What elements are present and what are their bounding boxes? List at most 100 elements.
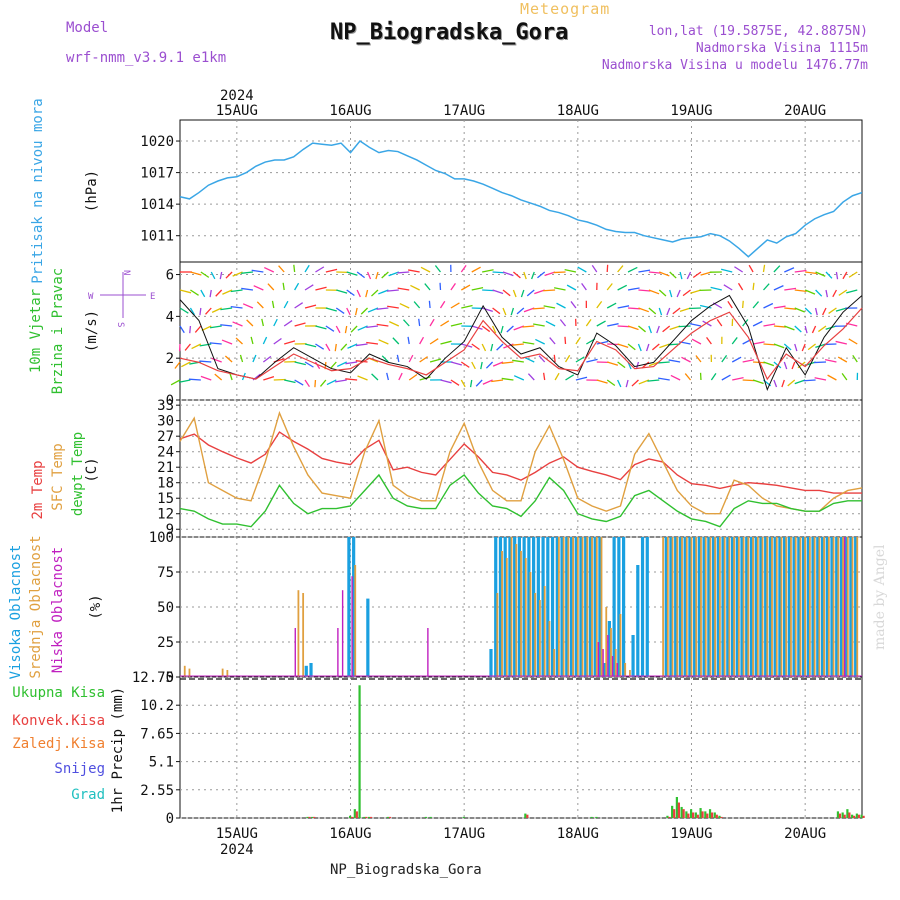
cloud-bar <box>799 537 802 677</box>
wind-arrow <box>811 325 817 334</box>
cloud-axis-title-mid: Srednja Oblacnost <box>28 535 44 678</box>
wind-arrow <box>549 337 556 345</box>
compass-n: N <box>121 270 131 275</box>
cloud-bar <box>347 537 351 677</box>
cloud-unit-label: (%) <box>88 594 104 619</box>
wind-arrow <box>752 379 764 385</box>
precip-bar <box>704 811 707 818</box>
cloud-bar <box>226 670 229 677</box>
wind-arrow <box>480 361 483 370</box>
wind-arrow <box>637 343 642 352</box>
wind-arrow <box>784 287 797 291</box>
wind-arrow <box>763 302 774 309</box>
cloud-bar <box>591 537 593 677</box>
year-label-top: 2024 <box>220 88 254 104</box>
wind-arrow <box>376 307 389 310</box>
precip-bar <box>673 809 676 818</box>
cloud-bar <box>351 576 353 677</box>
cloud-bar <box>742 537 745 677</box>
cloud-bar <box>603 663 607 677</box>
cloud-bar <box>811 537 815 677</box>
cloud-bar <box>602 649 604 677</box>
precip-bar <box>710 812 714 818</box>
wind-arrow <box>485 361 494 369</box>
cloud-bar <box>839 537 844 677</box>
x-tick-label-bottom: 17AUG <box>443 826 485 842</box>
compass-e: E <box>150 292 155 302</box>
wind-arrow <box>773 325 786 328</box>
wind-arrow <box>512 289 517 298</box>
cloud-bar <box>597 642 600 677</box>
cloud-bar <box>719 537 721 677</box>
precip-bar <box>706 813 709 818</box>
wind-arrow <box>501 361 514 364</box>
wind-arrow <box>252 354 257 363</box>
precip-bar <box>715 814 718 818</box>
wind-arrow <box>577 266 587 273</box>
cloud-bar <box>728 537 731 677</box>
wind-arrow <box>346 289 355 297</box>
cloud-bar <box>304 665 308 677</box>
precip-bar <box>848 812 851 818</box>
wind-arrow <box>814 307 818 316</box>
wind-arrow <box>181 361 191 368</box>
wind-arrow <box>522 325 535 328</box>
wind-arrow <box>803 379 816 382</box>
precip-bar <box>306 816 309 818</box>
cloud-bar <box>721 537 725 677</box>
wind-arrow <box>418 318 421 327</box>
wind-arrow <box>702 320 712 327</box>
y-tick-label: 10.2 <box>140 698 174 714</box>
wind-arrow <box>304 304 317 309</box>
wind-arrow <box>852 354 858 363</box>
wind-arrow <box>357 325 368 331</box>
temp-axis-title-sfc: SFC Temp <box>50 443 66 510</box>
cloud-bar <box>773 537 777 677</box>
altitude-label: Nadmorska Visina 1115m <box>695 41 868 56</box>
wind-arrow <box>375 271 379 280</box>
wind-arrow <box>731 356 742 363</box>
precip-bar <box>358 685 361 818</box>
cloud-bar <box>560 537 564 677</box>
wind-arrow <box>524 356 535 363</box>
panel-frame <box>179 676 863 819</box>
wind-arrow <box>647 379 660 382</box>
wind-arrow <box>648 307 657 315</box>
cloud-bar <box>529 572 532 677</box>
wind-arrow <box>617 379 622 388</box>
wind-arrow <box>645 343 650 352</box>
wind-arrow <box>763 323 776 327</box>
wind-arrow <box>211 307 222 313</box>
cloud-bar <box>297 590 300 677</box>
cloud-bar <box>508 537 512 677</box>
wind-arrow <box>710 286 722 291</box>
wind-arrow <box>263 375 275 381</box>
temp-axis-title-2m: 2m Temp <box>30 460 46 519</box>
cloud-bar <box>771 537 773 677</box>
wind-arrow <box>471 286 484 291</box>
wind-arrow <box>656 325 660 334</box>
precip-bar <box>526 814 529 818</box>
wind-arrow <box>191 343 202 350</box>
wind-arrow <box>490 343 494 352</box>
precip-bar <box>720 816 723 818</box>
wind-arrow <box>638 269 651 273</box>
wind-arrow <box>763 283 770 291</box>
cloud-bar <box>562 537 565 677</box>
precip-unit-label: 1hr Precip (mm) <box>110 687 126 813</box>
model-name: wrf-nmm_v3.9.1 e1km <box>66 50 227 66</box>
wind-arrow <box>678 325 691 328</box>
wind-arrow <box>846 289 858 294</box>
wind-arrow <box>179 325 185 334</box>
cloud-bar <box>697 537 701 677</box>
cloud-bar <box>579 537 583 677</box>
wind-arrow <box>190 271 202 276</box>
wind-arrow <box>304 264 310 273</box>
wind-arrow <box>440 340 452 345</box>
wind-arrow <box>283 320 293 327</box>
cloud-bar <box>733 537 736 677</box>
wind-arrow <box>225 271 233 279</box>
wind-arrow <box>214 373 223 381</box>
cloud-bar <box>690 537 693 677</box>
cloud-bar <box>624 663 627 677</box>
